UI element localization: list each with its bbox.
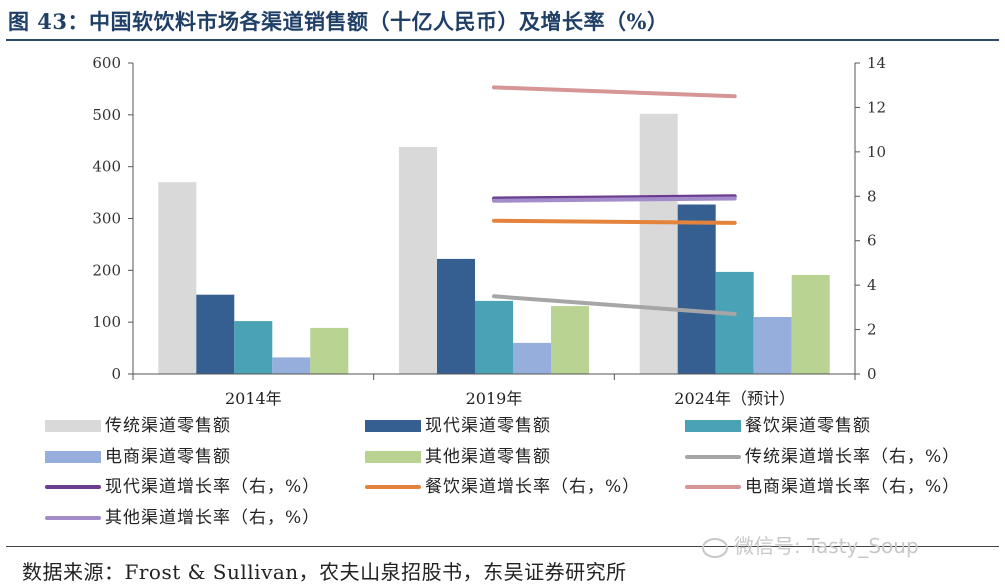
bar-3-3	[715, 271, 754, 374]
legend-swatch	[45, 420, 101, 432]
figure-title: 图 43：中国软饮料市场各渠道销售额（十亿人民币）及增长率（%）	[8, 9, 669, 34]
wechat-icon	[702, 537, 728, 558]
legend-swatch	[365, 420, 421, 432]
bars-layer	[158, 113, 830, 375]
legend-label: 电商渠道增长率（右，%）	[745, 477, 961, 497]
legend-label: 传统渠道零售额	[105, 416, 231, 436]
legend-swatch	[685, 420, 741, 432]
category-label-3: 2024年（预计）	[674, 389, 795, 408]
left-tick-label-4: 400	[92, 158, 121, 176]
bar-5-3	[791, 275, 830, 374]
bar-3-2	[475, 300, 513, 374]
growth-line-4	[492, 85, 737, 99]
title-rule	[6, 39, 999, 41]
legend-label: 电商渠道零售额	[105, 446, 231, 467]
bar-4-3	[753, 317, 792, 374]
left-tick-label-2: 200	[92, 261, 121, 279]
legend-label: 传统渠道增长率（右，%）	[745, 446, 961, 467]
bar-2-2	[437, 258, 475, 374]
left-tick-label-6: 600	[92, 54, 121, 72]
legend-label: 餐饮渠道增长率（右，%）	[425, 477, 641, 497]
legend-label: 其他渠道零售额	[425, 446, 551, 467]
watermark: 微信号: Tasty_Soup	[702, 530, 919, 559]
bar-2-1	[196, 294, 235, 374]
left-tick-label-1: 100	[92, 313, 121, 331]
bar-2-3	[677, 204, 716, 374]
lines-layer	[492, 85, 737, 316]
bar-4-1	[272, 357, 311, 374]
legend-swatch	[45, 485, 101, 489]
bar-1-1	[158, 182, 197, 374]
right-tick-label-7: 14	[867, 54, 886, 72]
right-tick-label-4: 8	[867, 187, 877, 205]
bar-5-1	[310, 327, 349, 374]
bar-3-1	[234, 321, 273, 374]
growth-line-2	[492, 194, 737, 201]
category-label-2: 2019年	[466, 389, 523, 408]
right-tick-label-3: 6	[867, 232, 877, 250]
legend-label: 现代渠道零售额	[425, 416, 551, 436]
legend-swatch	[685, 454, 741, 459]
bar-1-3	[639, 113, 678, 375]
watermark-text: 微信号: Tasty_Soup	[734, 534, 919, 558]
right-tick-label-2: 4	[867, 276, 877, 294]
legend-swatch	[365, 450, 421, 463]
bar-5-2	[551, 306, 589, 374]
legend-label: 餐饮渠道零售额	[745, 416, 871, 436]
left-tick-label-3: 300	[92, 210, 121, 228]
legend-swatch	[45, 515, 101, 520]
bar-4-2	[513, 342, 551, 374]
legend-swatch	[365, 485, 421, 489]
source-rule	[6, 546, 999, 547]
right-tick-label-0: 0	[867, 365, 877, 383]
category-label-1: 2014年	[225, 389, 282, 408]
left-tick-label-5: 500	[92, 106, 121, 124]
right-tick-label-1: 2	[867, 321, 877, 339]
growth-line-5	[492, 196, 737, 203]
left-tick-label-0: 0	[111, 365, 121, 383]
legend-label: 其他渠道增长率（右，%）	[105, 507, 321, 528]
growth-line-1	[492, 294, 737, 316]
legend-swatch	[685, 485, 741, 489]
right-tick-label-6: 12	[867, 98, 886, 116]
legend-swatch	[45, 450, 101, 463]
bar-1-2	[399, 147, 437, 374]
growth-line-3	[492, 218, 737, 225]
source-note: 数据来源：Frost & Sullivan，农夫山泉招股书，东吴证券研究所	[22, 560, 627, 584]
axes-layer: 0 100 200 300 400 500 600 0 2 4 6 8 10 12 14 2014年 2019年…	[92, 54, 886, 408]
chart: 0 100 200 300 400 500 600 0 2 4 6 8 10 12 14 2014年 2019年…	[92, 54, 886, 408]
legend-label: 现代渠道增长率（右，%）	[105, 477, 321, 497]
right-tick-label-5: 10	[867, 143, 886, 161]
